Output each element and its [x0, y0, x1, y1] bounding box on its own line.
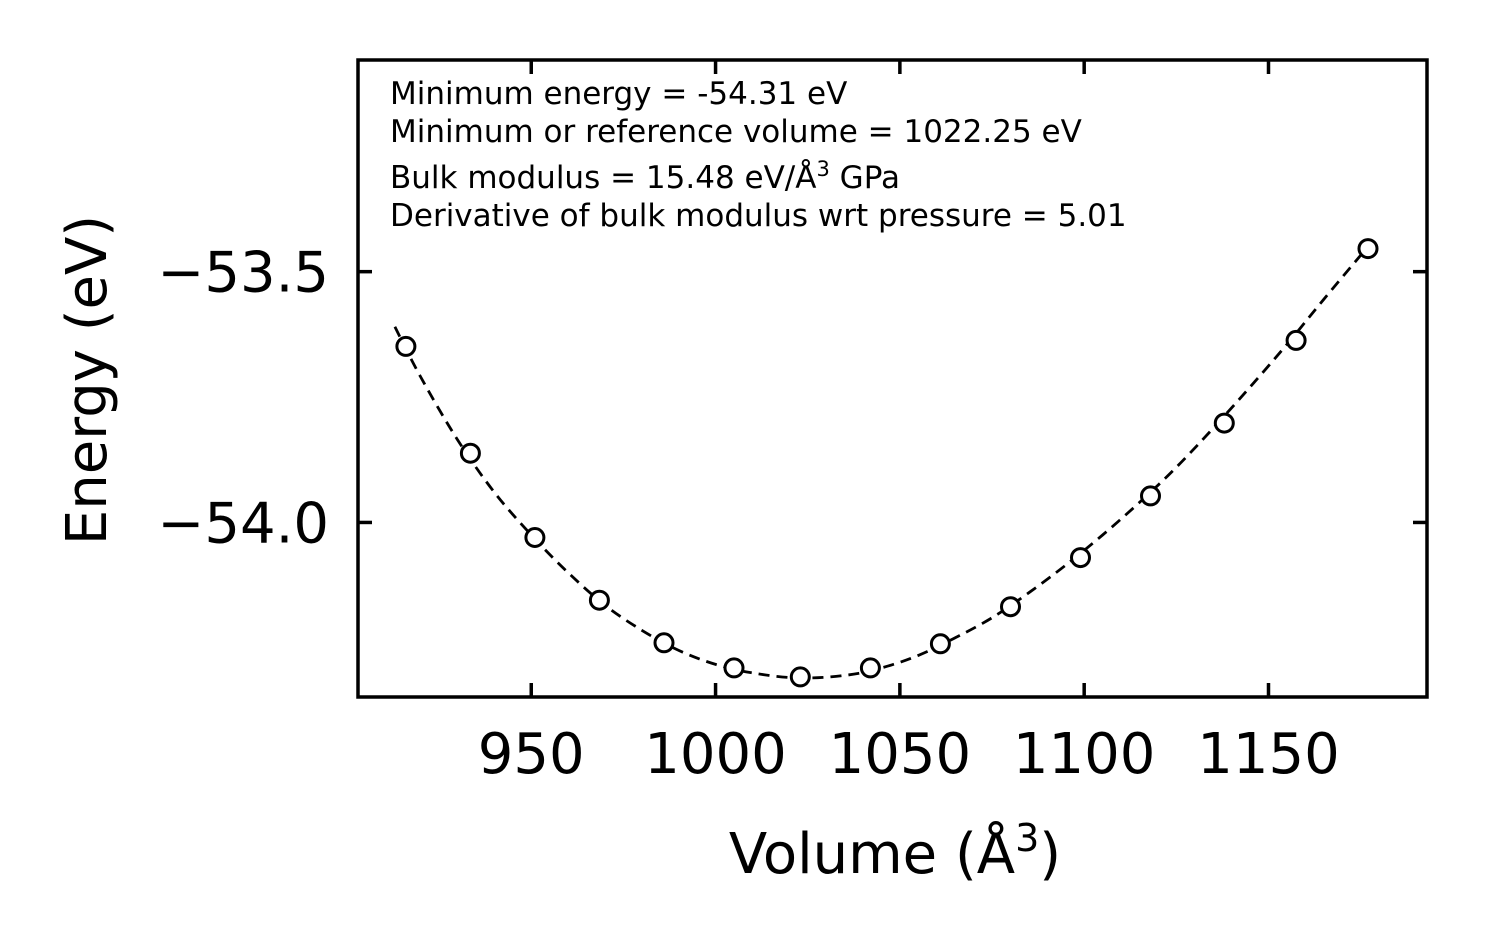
- annotation-min-volume: Minimum or reference volume = 1022.25 eV: [390, 114, 1082, 150]
- annotation-bulk-modulus-sup: 3: [816, 157, 829, 181]
- x-tick-label: 1000: [644, 722, 787, 787]
- data-point: [459, 442, 481, 464]
- data-point: [653, 632, 675, 654]
- data-point: [929, 633, 951, 655]
- fit-summary-annotation: Minimum energy = -54.31 eV Minimum or re…: [390, 76, 1127, 234]
- data-point: [395, 335, 417, 357]
- data-point: [588, 589, 610, 611]
- y-tick-label: −54.0: [157, 491, 329, 556]
- data-point: [789, 666, 811, 688]
- x-tick-label: 1050: [829, 722, 972, 787]
- data-point: [859, 657, 881, 679]
- y-tick-label: −53.5: [157, 241, 329, 306]
- x-axis-label-main: Volume (Å: [729, 821, 1015, 887]
- data-point: [524, 527, 546, 548]
- y-axis-label: Energy (eV): [55, 215, 120, 545]
- data-point: [1213, 412, 1235, 434]
- ticks-layer: 950 1000 1050 1100 1150 −53.5 −54.0: [157, 60, 1427, 787]
- data-point: [1357, 238, 1379, 260]
- x-tick-label: 1100: [1013, 722, 1156, 787]
- x-axis-label-sup: 3: [1015, 816, 1039, 860]
- x-axis-label-close: ): [1039, 822, 1061, 887]
- annotation-min-energy: Minimum energy = -54.31 eV: [390, 76, 847, 112]
- data-point: [1070, 547, 1091, 569]
- data-point: [1000, 596, 1021, 618]
- x-axis-label: Volume (Å3): [729, 816, 1061, 887]
- plot-frame: [356, 58, 1429, 699]
- annotation-bulk-modulus: Bulk modulus = 15.48 eV/Å3 GPa: [390, 157, 900, 196]
- data-point: [1140, 485, 1161, 507]
- x-tick-label: 950: [478, 722, 585, 787]
- data-point: [1285, 329, 1307, 351]
- data-point: [723, 657, 745, 679]
- annotation-bulk-modulus-main: Bulk modulus = 15.48 eV/Å: [390, 160, 816, 196]
- annotation-bulk-modulus-derivative: Derivative of bulk modulus wrt pressure …: [390, 198, 1127, 234]
- data-points-layer: [395, 238, 1379, 688]
- annotation-bulk-modulus-tail: GPa: [830, 160, 900, 196]
- x-tick-label: 1150: [1197, 722, 1340, 787]
